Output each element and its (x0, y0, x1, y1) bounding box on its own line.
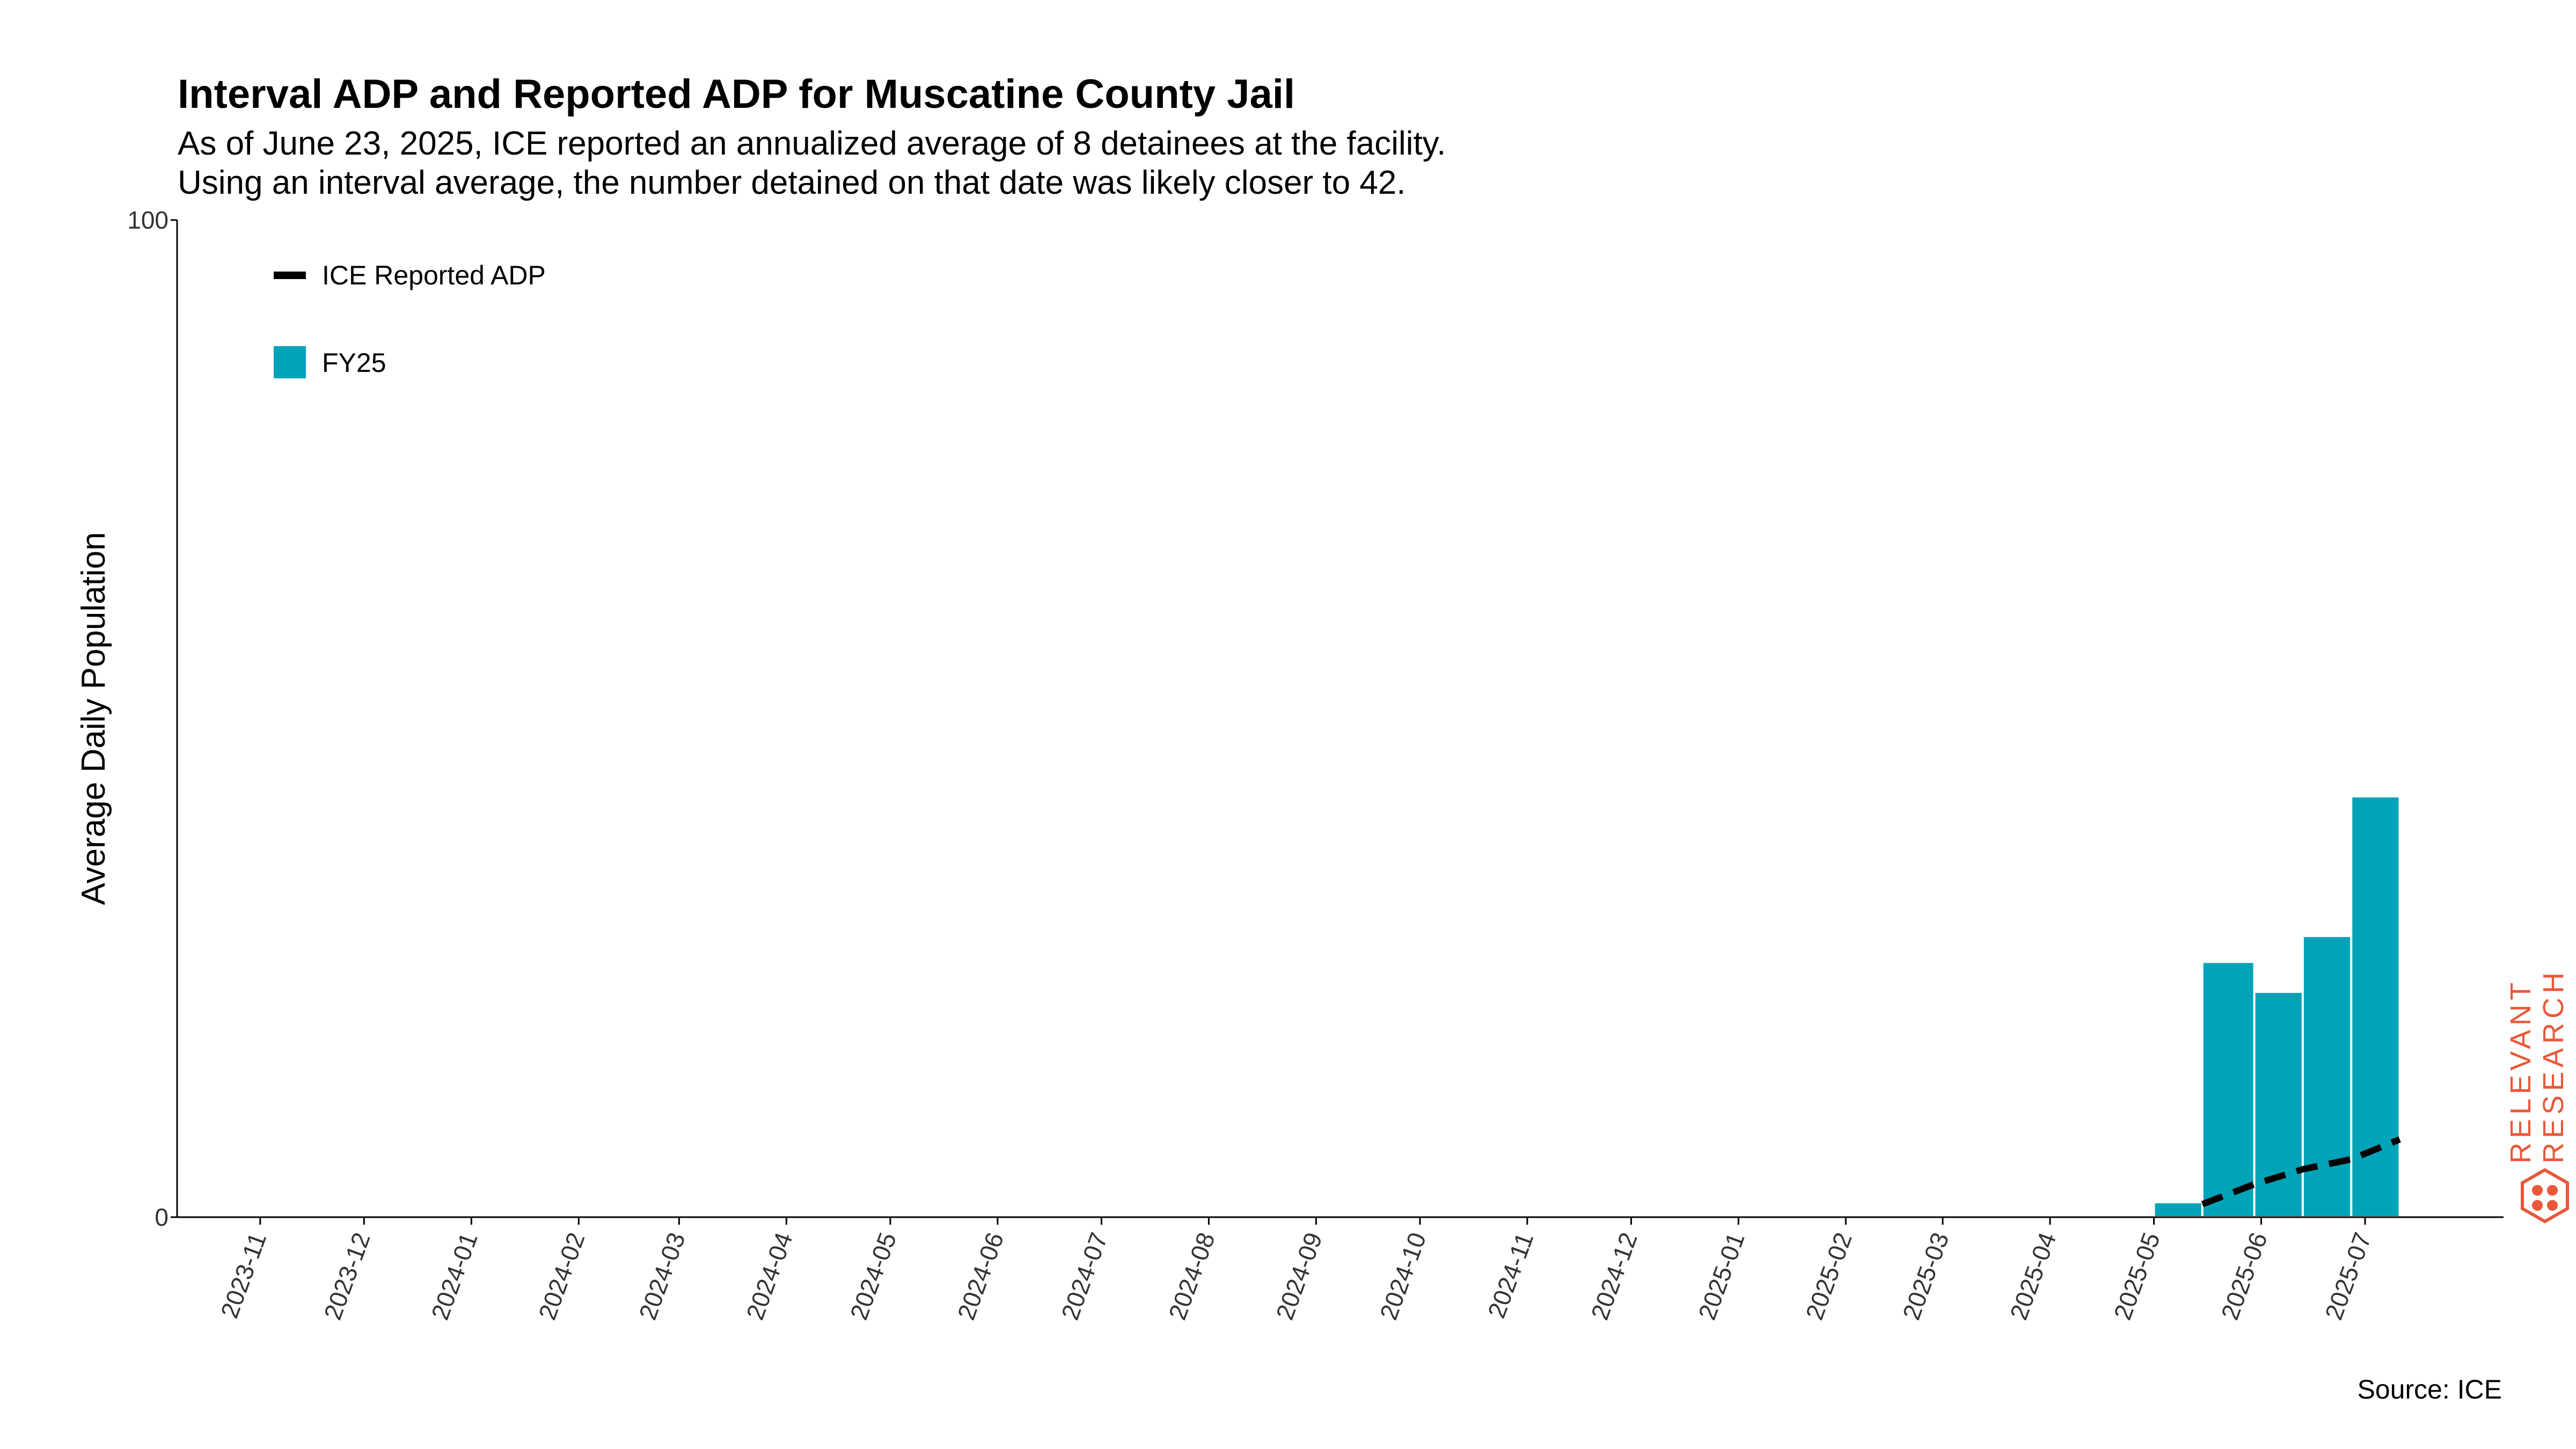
line-layer (2201, 1136, 2401, 1208)
x-tick-label-5: 2024-04 (741, 1229, 798, 1323)
legend: ICE Reported ADP FY25 (274, 260, 546, 378)
x-tick-label-8: 2024-07 (1056, 1229, 1113, 1323)
y-tick-label-0: 0 (155, 1203, 169, 1231)
x-tick-label-18: 2025-05 (2108, 1229, 2165, 1323)
x-tick-label-11: 2024-10 (1374, 1229, 1432, 1323)
bar-0 (2153, 1201, 2204, 1218)
x-tick-label-10: 2024-09 (1270, 1229, 1328, 1323)
x-tick-label-12: 2024-11 (1482, 1229, 1539, 1322)
chart-title: Interval ADP and Reported ADP for Muscat… (178, 71, 1295, 117)
chart-subtitle-line-1: As of June 23, 2025, ICE reported an ann… (178, 125, 1446, 162)
legend-bar-swatch (274, 346, 306, 378)
brand-text-research: RESEARCH (2537, 968, 2570, 1163)
x-tick-label-1: 2023-12 (318, 1229, 376, 1323)
axes-layer (176, 220, 2504, 1218)
bar-1 (2201, 961, 2256, 1219)
x-tick-label-14: 2025-01 (1693, 1229, 1750, 1323)
x-tick-label-15: 2025-02 (1800, 1229, 1857, 1323)
chart-source: Source: ICE (2357, 1374, 2502, 1404)
ice-reported-adp-line (2201, 1136, 2401, 1208)
x-tick-label-2: 2024-01 (426, 1229, 483, 1323)
brand-text-relevant: RELEVANT (2505, 978, 2537, 1163)
y-tick-label-1: 100 (127, 206, 169, 234)
hexagon-logo-icon (2521, 1168, 2569, 1224)
legend-label-ice-reported-adp: ICE Reported ADP (322, 260, 546, 290)
x-tick-label-20: 2025-07 (2319, 1229, 2377, 1323)
x-tick-label-3: 2024-02 (533, 1229, 590, 1323)
legend-label-fy25: FY25 (322, 348, 386, 378)
x-ticks-layer: 2023-11 2023-12 2024-01 2024-02 2024-03 2024-… (215, 1217, 2377, 1323)
x-tick-label-0: 2023-11 (215, 1229, 272, 1322)
x-tick-label-17: 2025-04 (2004, 1229, 2062, 1323)
bar-4 (2350, 795, 2401, 1218)
x-tick-label-7: 2024-06 (952, 1229, 1009, 1323)
y-axis-label: Average Daily Population (75, 532, 112, 905)
relevant-research-logo: RELEVANT RESEARCH (2505, 968, 2570, 1224)
x-tick-label-19: 2025-06 (2215, 1229, 2273, 1323)
x-tick-label-13: 2024-12 (1585, 1229, 1643, 1323)
bar-2 (2253, 991, 2304, 1219)
x-tick-label-9: 2024-08 (1163, 1229, 1220, 1323)
bar-3 (2301, 935, 2353, 1218)
y-ticks-layer: 0 100 (127, 206, 177, 1231)
x-tick-label-4: 2024-03 (633, 1229, 691, 1323)
x-tick-label-6: 2024-05 (845, 1229, 902, 1323)
x-tick-label-16: 2025-03 (1897, 1229, 1955, 1323)
chart-subtitle-line-2: Using an interval average, the number de… (178, 164, 1406, 201)
